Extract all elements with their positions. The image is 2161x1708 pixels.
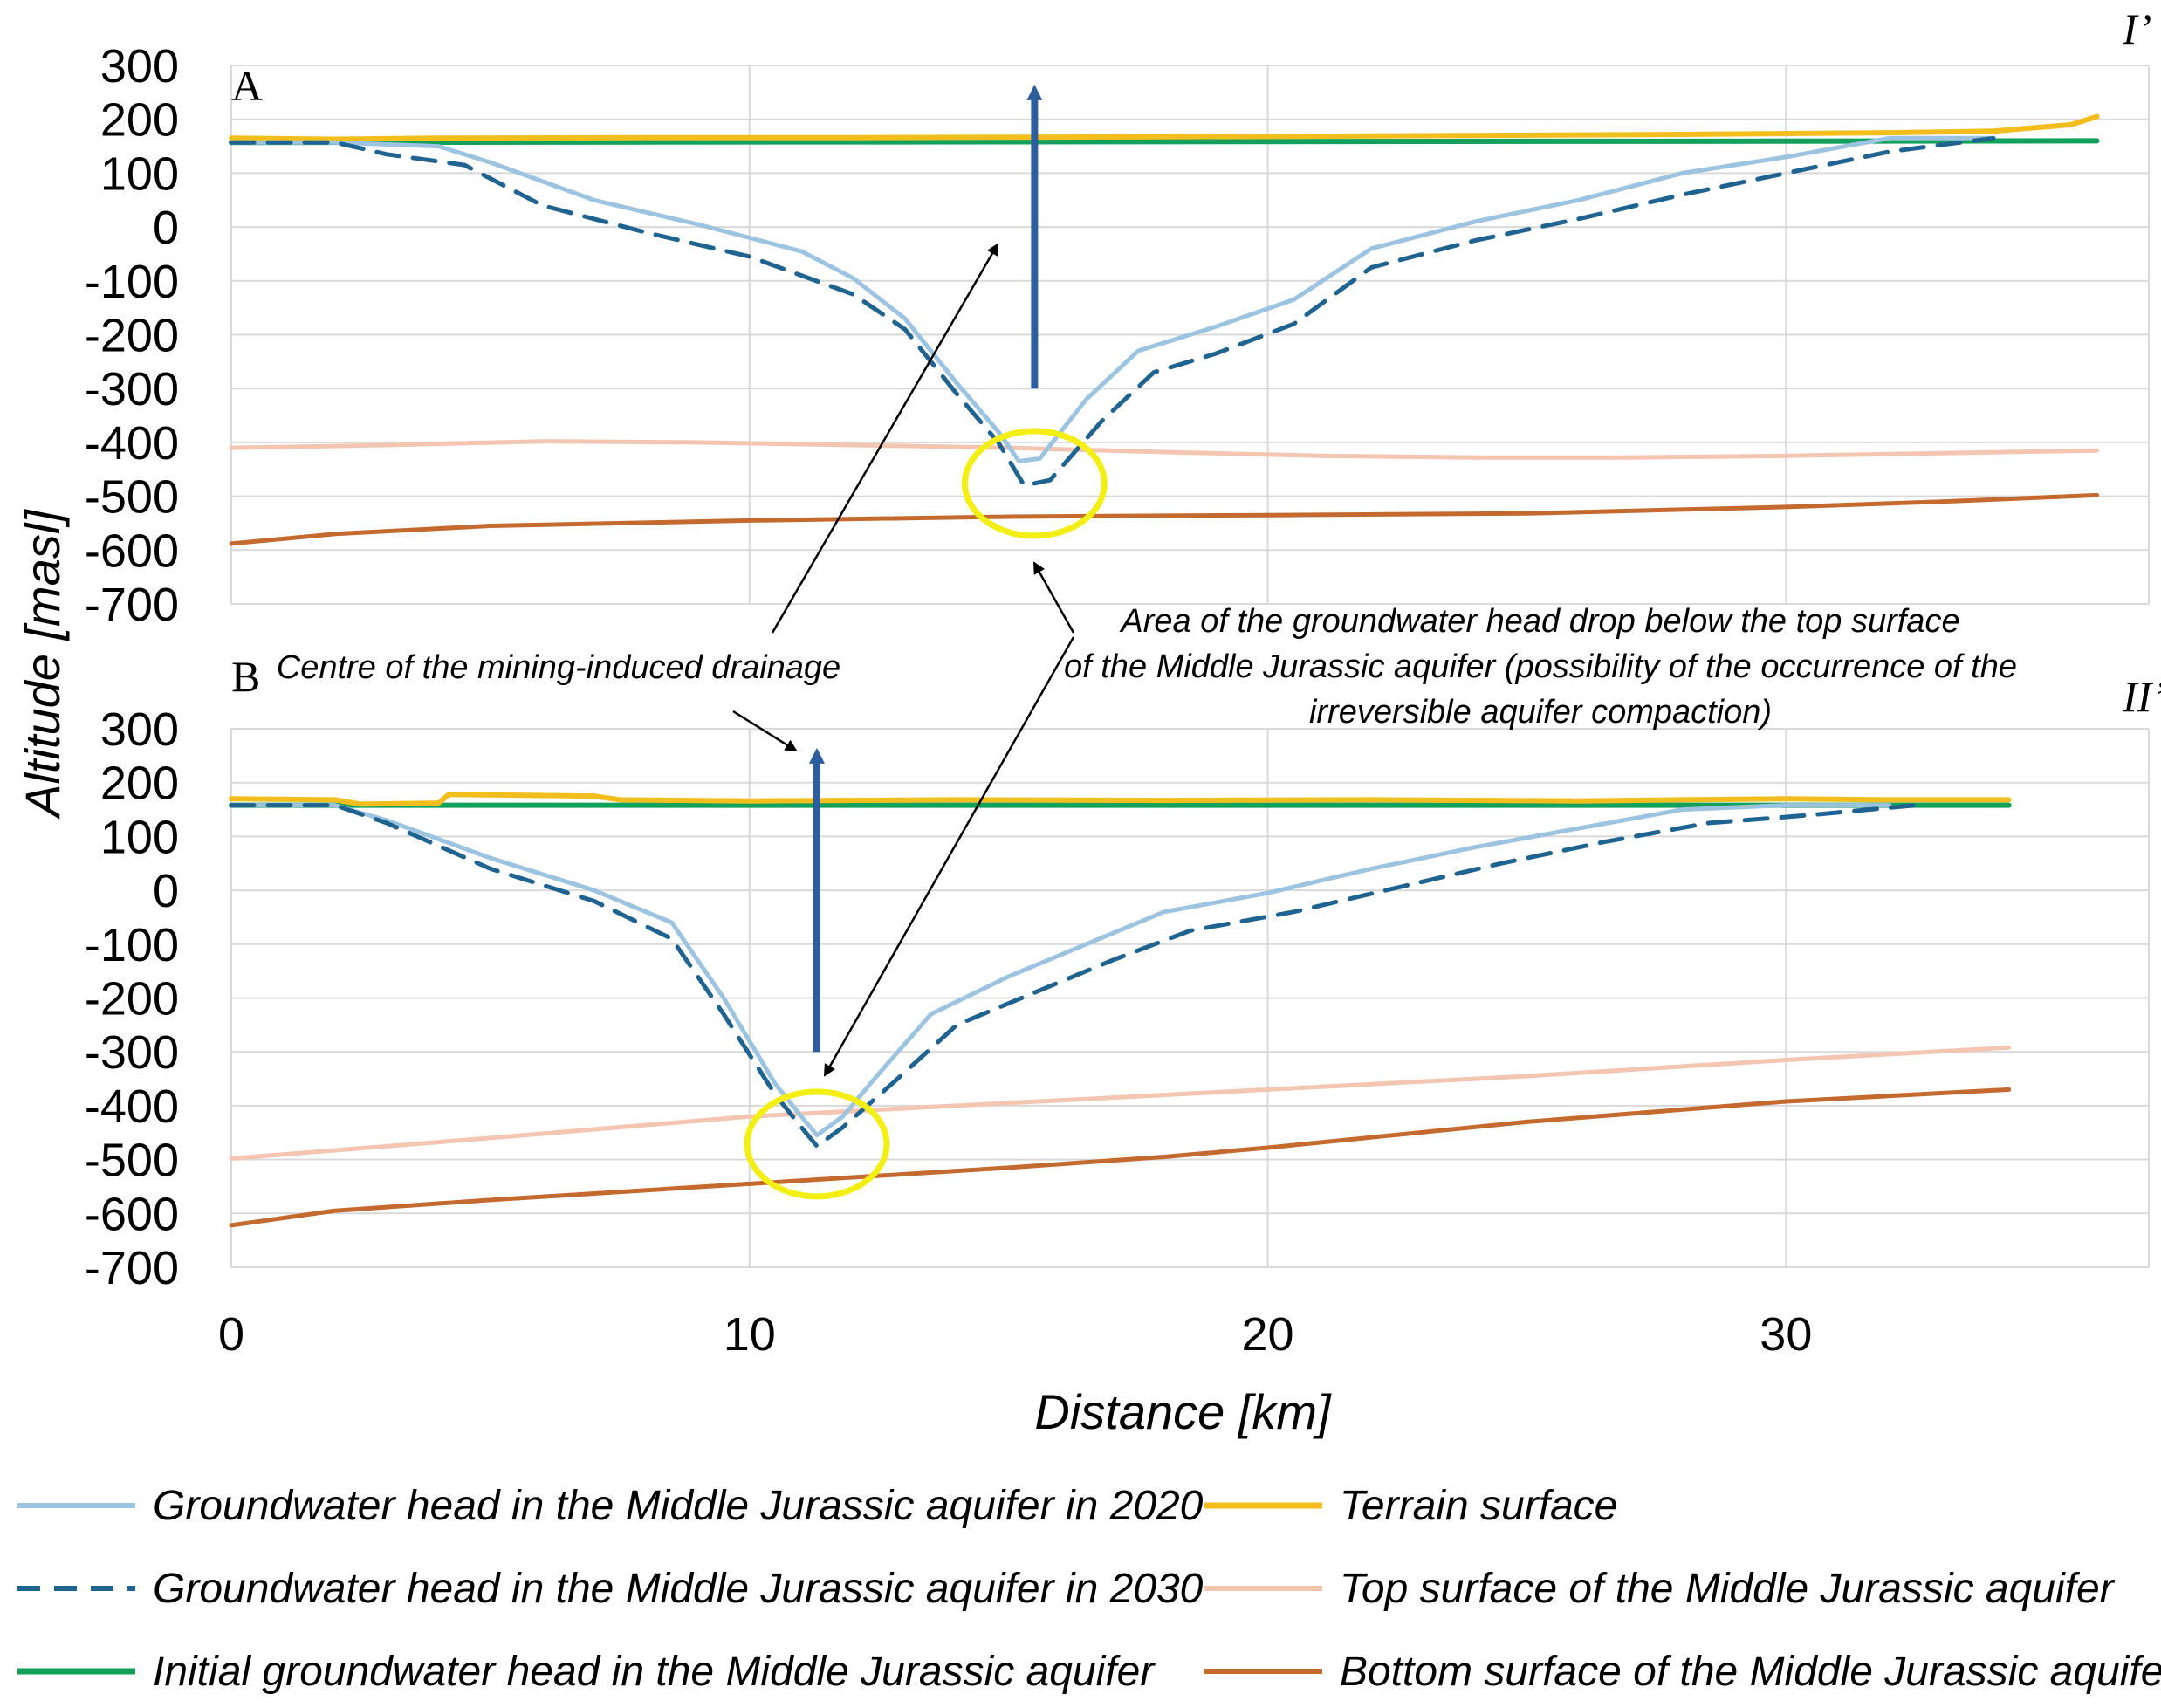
y-tick-label: -400 xyxy=(85,1080,179,1133)
y-tick-label: 0 xyxy=(153,202,179,254)
y-tick-label: 300 xyxy=(100,40,179,93)
series-bottom-panel-b xyxy=(229,1087,2012,1228)
annotation-arrow xyxy=(771,243,999,634)
y-tick-label: 100 xyxy=(100,147,179,200)
y-tick-label: 0 xyxy=(153,865,179,917)
x-tick-label: 0 xyxy=(218,1308,244,1361)
annotation-arrow xyxy=(732,710,798,752)
x-tick-label: 10 xyxy=(724,1308,776,1361)
y-tick-label: -500 xyxy=(85,471,179,524)
series-head-2020-panel-a xyxy=(229,135,1996,463)
y-tick-label: 200 xyxy=(100,758,179,810)
y-tick-label: -500 xyxy=(85,1135,179,1187)
area-annotation-line: Area of the groundwater head drop below … xyxy=(1119,603,1959,640)
y-tick-label: -100 xyxy=(85,256,179,308)
y-tick-label: 300 xyxy=(100,703,179,756)
annotation-arrow xyxy=(823,636,1075,1077)
y-tick-label: -700 xyxy=(85,1242,179,1294)
series-terrain-panel-a xyxy=(229,113,2100,142)
section-label: I’ xyxy=(2122,4,2151,53)
panel-label: A xyxy=(231,61,263,110)
area-annotation-line: of the Middle Jurassic aquifer (possibil… xyxy=(1064,648,2017,685)
y-tick-label: -600 xyxy=(85,525,179,577)
y-tick-label: -200 xyxy=(85,973,179,1025)
area-annotation-line: irreversible aquifer compaction) xyxy=(1309,694,1772,731)
y-tick-label: -400 xyxy=(85,417,179,470)
y-tick-label: 200 xyxy=(100,94,179,147)
series-head-2020-panel-b xyxy=(229,803,1892,1138)
legend-label: Terrain surface xyxy=(1340,1483,1617,1529)
y-tick-label: 100 xyxy=(100,811,179,863)
annotation-arrow xyxy=(1032,561,1075,634)
legend-label: Bottom surface of the Middle Jurassic aq… xyxy=(1340,1649,2161,1695)
drainage-annotation: Centre of the mining-induced drainage xyxy=(277,649,840,686)
series-top-panel-b xyxy=(229,1045,2012,1161)
y-tick-label: -100 xyxy=(85,919,179,971)
series-head-2030-panel-b xyxy=(229,803,1918,1149)
legend-label: Groundwater head in the Middle Jurassic … xyxy=(153,1566,1204,1612)
series-top-panel-a xyxy=(229,439,2100,460)
y-tick-label: -200 xyxy=(85,310,179,362)
legend-label: Groundwater head in the Middle Jurassic … xyxy=(153,1483,1204,1529)
panel-label: B xyxy=(231,652,260,701)
x-axis-title: Distance [km] xyxy=(1034,1384,1332,1439)
y-tick-label: -300 xyxy=(85,363,179,415)
series-head-2030-panel-a xyxy=(229,135,1996,488)
section-label: II’ xyxy=(2122,672,2161,721)
series-bottom-panel-a xyxy=(229,492,2100,546)
series-terrain-panel-b xyxy=(229,792,2012,807)
y-tick-label: -700 xyxy=(85,579,179,631)
legend-label: Initial groundwater head in the Middle J… xyxy=(153,1649,1156,1695)
compaction-area-circle-panel-b xyxy=(744,1088,890,1200)
y-tick-label: -600 xyxy=(85,1188,179,1240)
legend-label: Top surface of the Middle Jurassic aquif… xyxy=(1340,1566,2116,1612)
x-tick-label: 20 xyxy=(1242,1308,1294,1361)
x-tick-label: 30 xyxy=(1760,1308,1812,1361)
compaction-area-circle-panel-a xyxy=(961,428,1108,539)
y-axis-title: Altitude [masl] xyxy=(15,509,70,820)
y-tick-label: -300 xyxy=(85,1026,179,1079)
series-initial-panel-a xyxy=(229,138,2100,146)
